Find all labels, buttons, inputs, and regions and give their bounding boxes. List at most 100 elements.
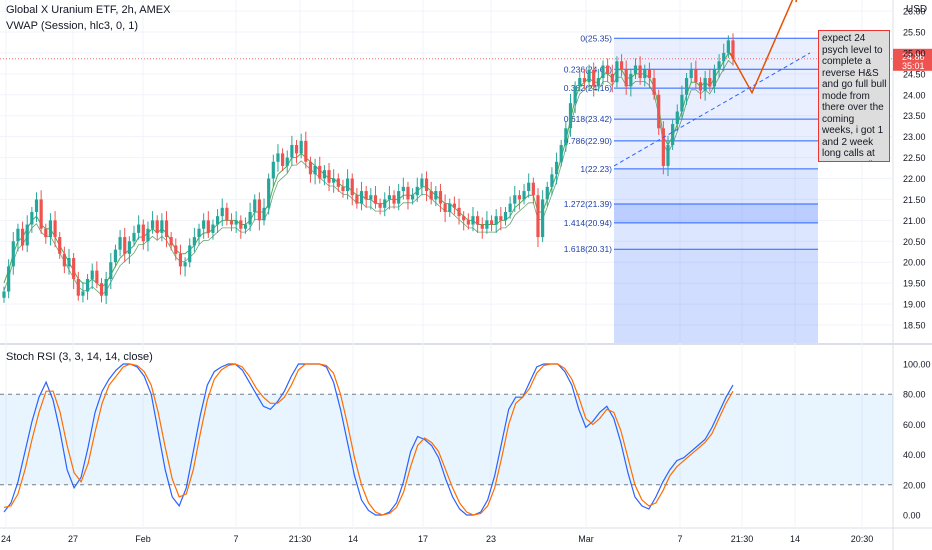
candle-body <box>341 186 345 192</box>
candle-body <box>485 220 489 229</box>
candle-body <box>671 124 675 146</box>
candle-body <box>601 65 605 79</box>
candle-body <box>11 241 15 267</box>
candle-body <box>109 262 113 279</box>
candle-body <box>536 195 540 238</box>
candle-body <box>466 220 470 225</box>
candle-body <box>113 249 118 263</box>
candle-body <box>698 82 703 91</box>
candle-body <box>643 69 647 79</box>
time-tick-label: 21:30 <box>731 534 754 544</box>
candle-body <box>197 228 201 238</box>
candle-body <box>712 69 717 87</box>
price-tick-label: 20.00 <box>903 258 926 268</box>
time-tick-label: 14 <box>348 534 358 544</box>
stoch-tick-label: 20.00 <box>903 480 926 490</box>
time-tick-label: 20:30 <box>851 534 874 544</box>
candle-body <box>587 69 591 83</box>
candle-body <box>202 220 206 229</box>
candle-body <box>285 157 289 166</box>
candle-body <box>336 178 340 187</box>
candle-body <box>434 191 438 200</box>
candle-body <box>429 191 433 200</box>
fib-zone-mid <box>614 168 818 250</box>
candle-body <box>39 199 43 229</box>
candle-body <box>606 65 610 74</box>
candle-body <box>694 69 698 83</box>
time-tick-label: 23 <box>486 534 496 544</box>
stoch-tick-label: 60.00 <box>903 420 926 430</box>
candle-body <box>267 178 271 208</box>
candle-body <box>471 216 475 225</box>
time-tick-label: Feb <box>135 534 151 544</box>
chart-title: Global X Uranium ETF, 2h, AMEX <box>6 4 171 16</box>
price-badge-value: 24.86 <box>902 52 925 62</box>
candle-body <box>308 161 313 175</box>
candle-body <box>155 220 159 233</box>
candle-body <box>76 278 80 296</box>
candle-body <box>596 78 600 87</box>
price-tick-label: 24.00 <box>903 90 926 100</box>
time-tick-label: 7 <box>677 534 682 544</box>
candle-body <box>164 220 169 238</box>
candle-body <box>448 203 452 212</box>
price-tick-label: 18.50 <box>903 321 926 331</box>
candle-body <box>127 241 131 254</box>
price-tick-label: 21.50 <box>903 195 926 205</box>
candle-body <box>327 170 331 183</box>
candle-body <box>104 278 108 296</box>
price-tick-label: 26.00 <box>903 7 926 17</box>
candle-body <box>160 220 164 233</box>
fib-zone-band <box>614 204 818 223</box>
fib-level-label: 1.618(20.31) <box>564 244 612 254</box>
candle-body <box>378 203 382 208</box>
price-tick-label: 22.50 <box>903 153 926 163</box>
stoch-rsi-pane <box>0 363 893 516</box>
candle-body <box>522 191 526 200</box>
candle-body <box>58 237 62 254</box>
candle-body <box>313 165 317 175</box>
candle-body <box>234 220 238 225</box>
candle-body <box>359 191 364 204</box>
price-tick-label: 23.50 <box>903 111 926 121</box>
candle-body <box>610 73 614 83</box>
candle-body <box>666 145 670 166</box>
candle-body <box>619 61 624 70</box>
candle-body <box>731 40 735 59</box>
candle-body <box>150 220 155 229</box>
candle-body <box>30 211 34 225</box>
candle-body <box>554 161 559 175</box>
fib-level-label: 1.414(20.94) <box>564 218 612 228</box>
candle-body <box>373 195 378 204</box>
candle-body <box>215 216 220 225</box>
candle-body <box>248 211 252 225</box>
candle-body <box>415 186 419 196</box>
time-tick-label: Mar <box>578 534 594 544</box>
candle-body <box>318 165 322 179</box>
fib-retracement[interactable]: 0(25.35) 0.236(24.61) 0.382(24.16) 0.618(23… <box>564 33 818 343</box>
time-tick-label: 21:30 <box>289 534 312 544</box>
candle-body <box>211 224 215 233</box>
annotation-note[interactable]: expect 24 psych level to complete a reve… <box>818 30 890 162</box>
stoch-band-fill <box>0 394 893 485</box>
candles <box>2 33 735 305</box>
candle-body <box>517 195 522 200</box>
candle-body <box>146 228 150 242</box>
candle-body <box>420 178 424 187</box>
candle-body <box>346 178 350 192</box>
candle-body <box>48 220 53 238</box>
candle-body <box>689 69 693 79</box>
vwap-legend: VWAP (Session, hlc3, 0, 1) <box>6 20 139 32</box>
candle-body <box>508 203 512 212</box>
candle-body <box>141 224 145 242</box>
price-badge <box>893 48 932 71</box>
candle-body <box>647 69 652 79</box>
candle-body <box>499 216 503 221</box>
currency-label[interactable]: USD <box>906 4 928 15</box>
stoch-k-line <box>3 363 734 516</box>
candle-body <box>457 207 461 217</box>
neckline-dashed <box>613 52 811 167</box>
fib-level-label: 1.272(21.39) <box>564 199 612 209</box>
